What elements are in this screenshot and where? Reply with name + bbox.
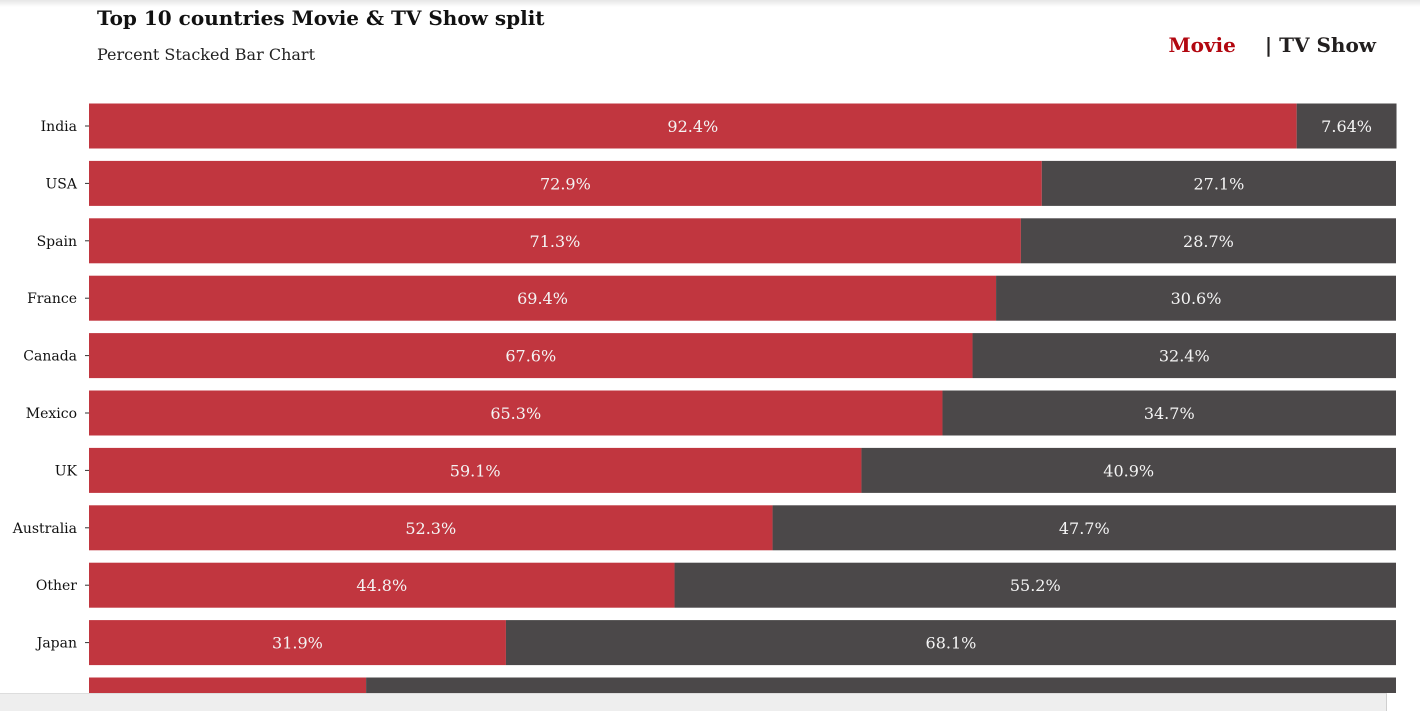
data-label-movie-france: 69.4% bbox=[517, 289, 568, 308]
data-label-tv-show-uk: 40.9% bbox=[1103, 461, 1154, 480]
bar-tv-show-canada bbox=[972, 333, 1396, 379]
bar-movie-s-korea bbox=[89, 677, 367, 693]
chart-title: Top 10 countries Movie & TV Show split bbox=[97, 6, 545, 30]
y-tick-label-australia: Australia bbox=[12, 521, 77, 537]
y-tick-label-spain: Spain bbox=[37, 234, 77, 250]
chart-area: India 92.4% 7.64% USA 72.9% 27.1% Spain 71.3% 28… bbox=[12, 103, 1397, 693]
bar-movie-france bbox=[89, 275, 997, 321]
data-label-movie-spain: 71.3% bbox=[530, 232, 581, 251]
data-label-movie-india: 92.4% bbox=[667, 117, 718, 136]
bar-tv-show-usa bbox=[1041, 160, 1396, 206]
legend-tv-label: TV Show bbox=[1279, 33, 1376, 57]
bar-movie-australia bbox=[89, 505, 773, 551]
data-label-tv-show-canada: 32.4% bbox=[1159, 347, 1210, 366]
bar-tv-show-japan bbox=[505, 620, 1397, 666]
bar-movie-japan bbox=[89, 620, 506, 666]
bar-tv-show-other bbox=[674, 562, 1396, 608]
data-label-movie-canada: 67.6% bbox=[505, 347, 556, 366]
bar-tv-show-france bbox=[996, 275, 1396, 321]
bar-movie-canada bbox=[89, 333, 973, 379]
y-tick-label-usa: USA bbox=[46, 176, 78, 192]
stacked-bar-chart: India 92.4% 7.64% USA 72.9% 27.1% Spain 71.3% 28… bbox=[12, 103, 1397, 693]
bar-tv-show-s-korea bbox=[366, 677, 1397, 693]
bar-tv-show-mexico bbox=[942, 390, 1396, 436]
data-label-movie-usa: 72.9% bbox=[540, 174, 591, 193]
y-tick-label-france: France bbox=[27, 291, 77, 307]
data-label-movie-japan: 31.9% bbox=[272, 634, 323, 653]
data-label-movie-mexico: 65.3% bbox=[490, 404, 541, 423]
y-tick-label-india: India bbox=[41, 119, 77, 135]
data-label-movie-other: 44.8% bbox=[356, 576, 407, 595]
y-tick-label-japan: Japan bbox=[35, 636, 77, 652]
y-tick-label-canada: Canada bbox=[23, 349, 77, 365]
data-label-movie-uk: 59.1% bbox=[450, 461, 501, 480]
bar-movie-other bbox=[89, 562, 675, 608]
bar-tv-show-spain bbox=[1020, 218, 1396, 264]
bar-tv-show-india bbox=[1296, 103, 1397, 149]
data-label-tv-show-japan: 68.1% bbox=[926, 634, 977, 653]
bar-tv-show-australia bbox=[772, 505, 1396, 551]
bar-movie-india bbox=[89, 103, 1297, 149]
data-label-tv-show-france: 30.6% bbox=[1171, 289, 1222, 308]
bar-tv-show-uk bbox=[861, 447, 1396, 493]
chart-subtitle: Percent Stacked Bar Chart bbox=[97, 45, 315, 64]
legend: Movie | TV Show bbox=[1100, 33, 1376, 57]
y-tick-label-uk: UK bbox=[55, 463, 78, 479]
data-label-tv-show-india: 7.64% bbox=[1321, 117, 1372, 136]
data-label-tv-show-s-korea: 78.8% bbox=[856, 691, 907, 693]
bar-movie-mexico bbox=[89, 390, 943, 436]
y-tick-label-other: Other bbox=[36, 578, 77, 594]
y-tick-label-mexico: Mexico bbox=[26, 406, 77, 422]
data-label-tv-show-usa: 27.1% bbox=[1193, 174, 1244, 193]
scrollbar-corner bbox=[1387, 693, 1420, 710]
horizontal-scrollbar[interactable] bbox=[0, 693, 1387, 711]
data-label-tv-show-australia: 47.7% bbox=[1059, 519, 1110, 538]
data-label-movie-s-korea: 21.2% bbox=[202, 691, 253, 693]
legend-movie-label: Movie bbox=[1168, 33, 1236, 57]
data-label-tv-show-mexico: 34.7% bbox=[1144, 404, 1195, 423]
data-label-tv-show-other: 55.2% bbox=[1010, 576, 1061, 595]
bar-movie-spain bbox=[89, 218, 1021, 264]
data-label-movie-australia: 52.3% bbox=[405, 519, 456, 538]
bar-movie-usa bbox=[89, 160, 1042, 206]
legend-separator: | bbox=[1264, 33, 1273, 57]
top-shadow bbox=[0, 0, 1420, 7]
bar-movie-uk bbox=[89, 447, 862, 493]
data-label-tv-show-spain: 28.7% bbox=[1183, 232, 1234, 251]
